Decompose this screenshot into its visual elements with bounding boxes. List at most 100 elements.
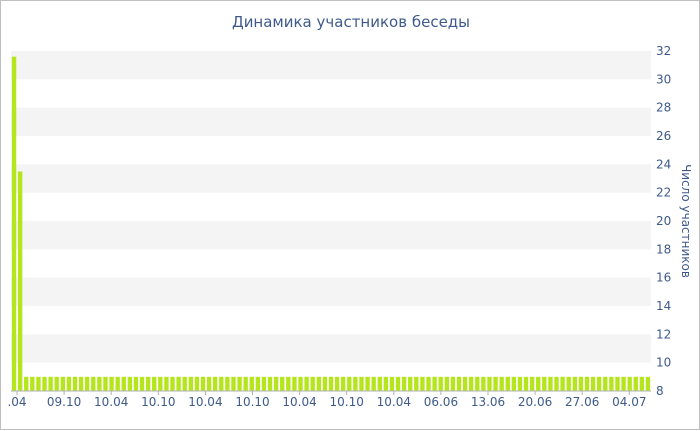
- x-tick-label: .04: [7, 395, 26, 409]
- bar: [517, 376, 523, 391]
- x-tick-label: 10.04: [377, 395, 411, 409]
- y-tick-label: 10: [656, 356, 671, 370]
- y-tick-label: 20: [656, 214, 671, 228]
- bar: [72, 376, 78, 391]
- bar: [359, 376, 364, 391]
- bar: [231, 376, 236, 391]
- bar: [493, 376, 498, 391]
- bar: [347, 376, 352, 391]
- bar: [310, 376, 315, 391]
- bar: [389, 376, 395, 391]
- x-tick-label: 20.06: [518, 395, 552, 409]
- bar: [414, 376, 419, 391]
- x-tick-label: 09.10: [47, 395, 81, 409]
- bar: [340, 376, 346, 391]
- bar: [645, 376, 651, 391]
- grid-band: [11, 334, 651, 363]
- bar: [566, 376, 571, 391]
- bar: [109, 376, 114, 391]
- bar: [212, 376, 218, 391]
- grid-band: [11, 51, 651, 80]
- bar: [188, 376, 194, 391]
- bar: [371, 376, 376, 391]
- bar: [334, 376, 340, 391]
- bar: [54, 376, 59, 391]
- bar: [432, 376, 437, 391]
- chart-title: Динамика участников беседы: [231, 13, 471, 31]
- bar: [633, 376, 638, 391]
- bar: [444, 376, 450, 391]
- bar: [225, 376, 230, 391]
- y-tick-label: 26: [656, 129, 671, 143]
- bar: [548, 376, 553, 391]
- x-tick-label: 27.06: [565, 395, 599, 409]
- bar: [292, 376, 297, 391]
- bar: [139, 376, 145, 391]
- bar: [97, 376, 102, 391]
- bar: [383, 376, 389, 391]
- y-tick-label: 14: [656, 299, 671, 313]
- bar: [286, 376, 291, 391]
- bar: [200, 376, 206, 391]
- bar: [487, 376, 492, 391]
- bar: [529, 376, 535, 391]
- grid-bands: [11, 51, 651, 363]
- y-tick-label: 16: [656, 271, 671, 285]
- x-tick-label: 06.06: [424, 395, 458, 409]
- x-tick-label: 10.10: [330, 395, 364, 409]
- y-tick-label: 22: [656, 186, 671, 200]
- grid-band: [11, 107, 651, 136]
- x-axis-ticks: .04 09.10 10.04 10.10 10.04 10.10 10.04 10.10 10…: [7, 391, 646, 409]
- bar: [438, 376, 443, 391]
- grid-band: [11, 277, 651, 306]
- bar: [481, 376, 486, 391]
- bar: [627, 376, 632, 391]
- bar: [560, 376, 565, 391]
- x-tick-label: 10.04: [94, 395, 128, 409]
- bar: [115, 376, 120, 391]
- bar: [462, 376, 468, 391]
- bar: [377, 376, 382, 391]
- bar: [84, 376, 90, 391]
- bar: [127, 376, 133, 391]
- x-tick-label: 04.07: [612, 395, 646, 409]
- grid-band: [11, 164, 651, 193]
- bar: [152, 376, 157, 391]
- bar: [511, 376, 517, 391]
- bar: [36, 376, 41, 391]
- bar: [78, 376, 84, 391]
- bar: [468, 376, 474, 391]
- bar: [164, 376, 169, 391]
- bar: [365, 376, 370, 391]
- bar: [328, 376, 334, 391]
- x-tick-label: 10.10: [141, 395, 175, 409]
- bar: [304, 376, 309, 391]
- bar: [536, 376, 541, 391]
- bar: [609, 376, 614, 391]
- bar: [596, 376, 602, 391]
- bar: [42, 376, 47, 391]
- grid-band: [11, 221, 651, 250]
- bar: [505, 376, 510, 391]
- y-tick-label: 28: [656, 101, 671, 115]
- bar: [17, 171, 23, 391]
- bar: [255, 376, 261, 391]
- bar: [499, 376, 504, 391]
- bar: [621, 376, 626, 391]
- bar: [456, 376, 462, 391]
- bar: [237, 376, 242, 391]
- bar: [170, 376, 175, 391]
- bar: [615, 376, 620, 391]
- bar: [554, 376, 559, 391]
- bar: [261, 376, 267, 391]
- bar: [298, 376, 303, 391]
- bar: [24, 376, 29, 391]
- bar: [316, 376, 322, 391]
- y-tick-label: 24: [656, 157, 671, 171]
- x-tick-label: 10.04: [282, 395, 316, 409]
- bar: [603, 376, 608, 391]
- y-tick-label: 8: [656, 384, 664, 398]
- x-tick-label: 13.06: [471, 395, 505, 409]
